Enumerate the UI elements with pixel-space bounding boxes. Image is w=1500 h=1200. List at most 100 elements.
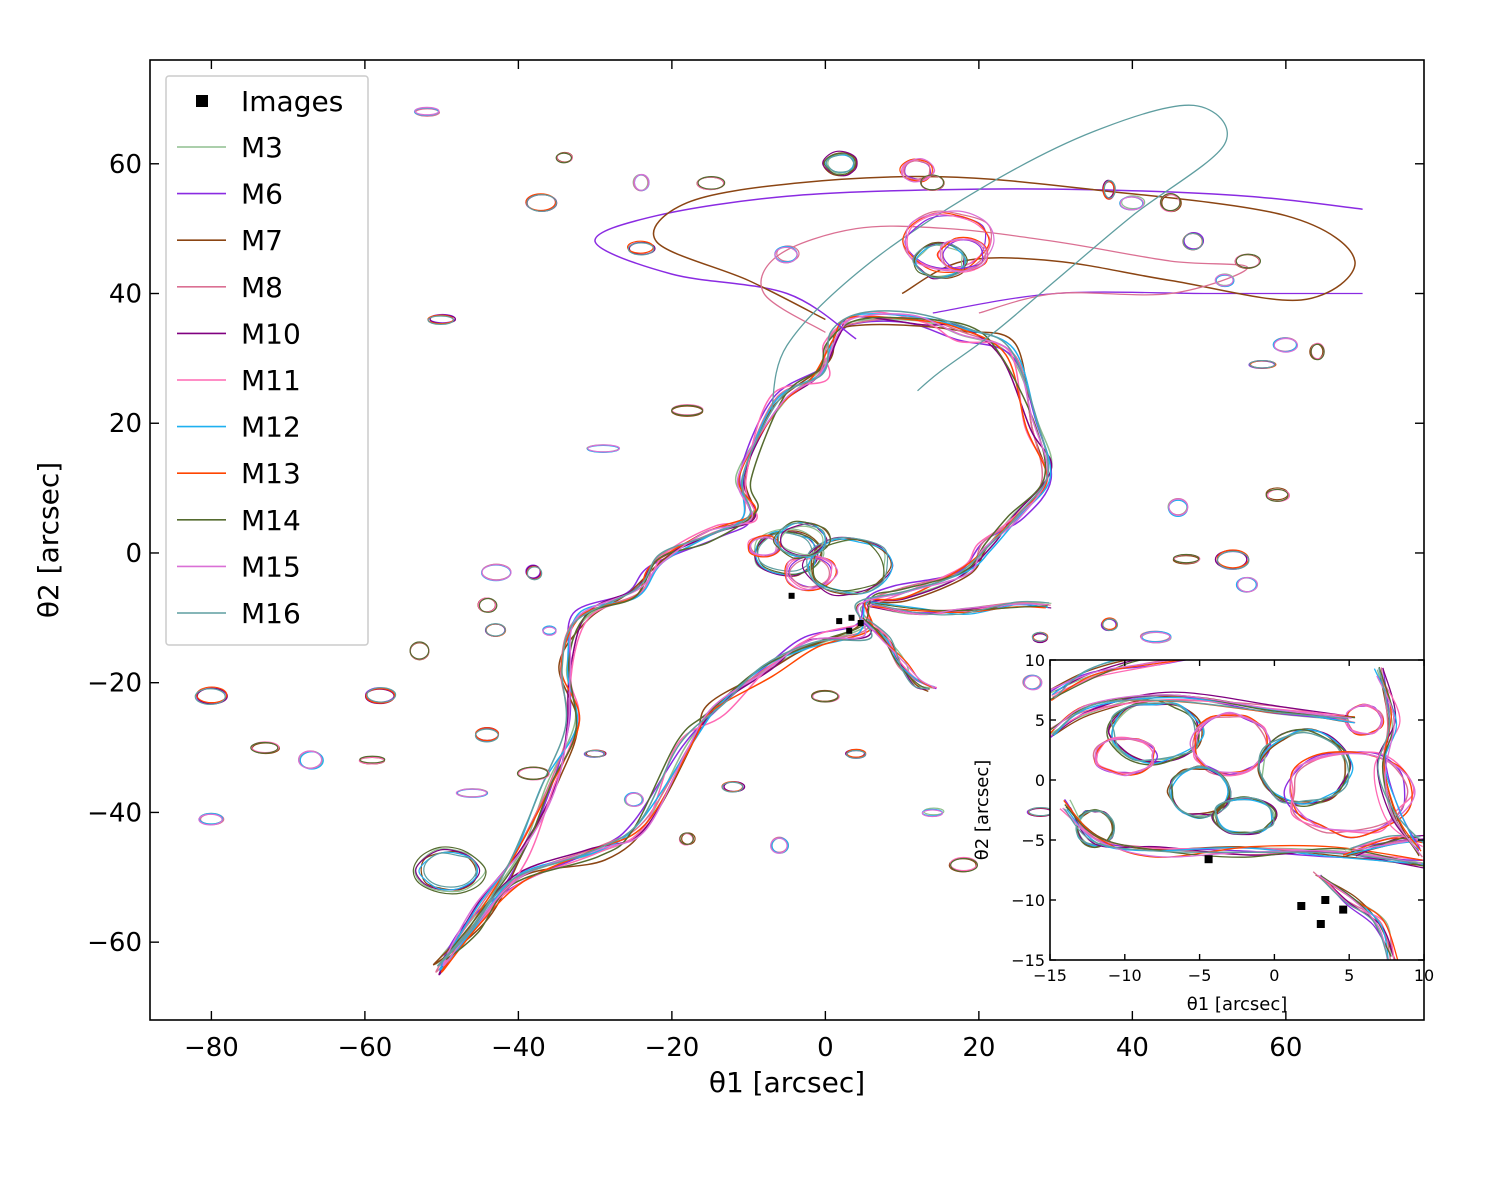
critical-curve-M14 [1160, 193, 1181, 212]
y-tick-label: −5 [1021, 831, 1045, 850]
legend-label-M14: M14 [241, 504, 301, 537]
critical-curve-M16 [866, 618, 929, 690]
critical-curve-M6 [942, 239, 984, 270]
critical-curve-M15 [297, 750, 323, 770]
critical-curve-M15 [198, 813, 223, 826]
critical-curve-M16 [1182, 232, 1204, 251]
critical-curve-M10 [415, 848, 481, 891]
image-point [788, 592, 795, 599]
critical-curve-M15 [1273, 337, 1299, 353]
inset-critical-curve-M13 [1050, 660, 1187, 702]
critical-curve-M13 [365, 688, 396, 704]
critical-curve-M15 [1023, 675, 1043, 691]
inset-critical-curve-M7 [1050, 660, 1131, 691]
y-tick-label: 20 [109, 409, 142, 439]
legend-label-M7: M7 [241, 224, 283, 257]
inset-critical-curve-M15 [1050, 660, 1176, 691]
critical-curve-M16 [584, 749, 606, 758]
inset-critical-curve-M16 [1350, 834, 1421, 850]
critical-curve-M3 [414, 848, 486, 893]
critical-curve-M16 [423, 852, 477, 888]
x-tick-label: −80 [184, 1033, 239, 1063]
critical-curve-M15 [1236, 576, 1258, 593]
critical-curve-M15 [1214, 273, 1234, 287]
critical-curve-M14 [1235, 253, 1262, 269]
critical-curve-M15 [455, 788, 488, 798]
critical-curve-M13 [899, 158, 934, 183]
critical-curve-M14 [679, 832, 694, 845]
inset-y-axis-title: θ2 [arcsec] [972, 760, 993, 861]
critical-curve-M8 [760, 225, 1249, 333]
critical-curve-M14 [920, 174, 945, 191]
critical-curve-M14 [823, 152, 856, 176]
critical-curve-M14 [442, 316, 1047, 961]
critical-curve-M14 [1265, 488, 1289, 502]
critical-curve-M16 [1031, 631, 1048, 642]
x-tick-label: −5 [1188, 966, 1212, 985]
inset-critical-curve-M15 [1189, 711, 1271, 774]
y-tick-label: 10 [1025, 651, 1045, 670]
legend-label-M8: M8 [241, 271, 283, 304]
critical-curve-M14 [874, 602, 1048, 612]
critical-curve-M15 [587, 444, 621, 453]
critical-curve-M13 [1102, 181, 1115, 200]
x-tick-label: 40 [1116, 1033, 1149, 1063]
image-point [836, 618, 843, 625]
critical-curve-M14 [412, 846, 487, 895]
inset-image-markers [1204, 855, 1348, 928]
critical-curve-M15 [900, 158, 935, 183]
inset-critical-curve-M16 [1321, 879, 1389, 960]
critical-curve-M12 [870, 601, 1049, 615]
critical-curve-M14 [516, 766, 549, 781]
critical-curve-M15 [625, 792, 644, 807]
image-point [857, 620, 864, 626]
inset-critical-curve-M11 [1050, 698, 1345, 738]
inset-critical-curve-M10 [1376, 667, 1420, 852]
x-tick-label: 0 [1269, 966, 1279, 985]
critical-curve-M10 [438, 315, 1053, 976]
critical-curve-M16 [777, 522, 827, 558]
y-tick-label: 0 [125, 539, 142, 569]
critical-curve-M16 [806, 536, 889, 595]
critical-curve-M16 [1102, 618, 1119, 632]
critical-curve-M16 [846, 749, 867, 759]
critical-curve-M15 [1119, 196, 1145, 211]
main-axis-ticks: −80 −60 −40 −20 0 20 40 60 −60 −40 −20 0 20 40 60 [87, 60, 1424, 1063]
inset-critical-curve-M15 [1376, 675, 1421, 856]
y-tick-label: −15 [1011, 951, 1045, 970]
critical-curve-M15 [873, 603, 1046, 616]
inset-critical-curve-M16 [1063, 808, 1418, 864]
critical-curve-M15 [939, 238, 988, 273]
x-tick-label: −15 [1033, 966, 1067, 985]
critical-curve-M13 [525, 193, 557, 212]
inset-critical-curve-M16 [1258, 731, 1350, 804]
critical-curve-M15 [1140, 631, 1172, 644]
inset-image-point [1204, 855, 1213, 864]
inset-critical-curve-M10 [1055, 660, 1138, 693]
x-tick-label: −40 [491, 1033, 546, 1063]
critical-curve-M15 [770, 837, 788, 854]
x-tick-label: −60 [337, 1033, 392, 1063]
x-axis-title: θ1 [arcsec] [709, 1066, 865, 1099]
legend-label-M16: M16 [241, 597, 301, 630]
x-tick-label: 0 [817, 1033, 834, 1063]
critical-curve-M15 [921, 809, 943, 818]
critical-curve-M15 [774, 246, 798, 264]
inset-critical-curve-M15 [1094, 738, 1155, 777]
legend-label-M15: M15 [241, 550, 301, 583]
inset-critical-curve-M16 [1110, 702, 1199, 762]
inset-critical-curve-M16 [1053, 660, 1124, 699]
legend-label-images: Images [241, 85, 343, 118]
inset-critical-curve-M14 [1212, 796, 1277, 834]
critical-curve-M16 [437, 310, 1050, 967]
y-tick-label: −40 [87, 798, 142, 828]
critical-curve-M15 [1168, 498, 1189, 516]
critical-curve-M7 [652, 175, 1356, 321]
y-tick-label: −10 [1011, 891, 1045, 910]
critical-curve-M16 [870, 600, 1050, 616]
inset-plot: −15 −10 −5 0 5 10 −15 −10 −5 0 5 10 θ1 [arcsec] θ2 … [972, 651, 1434, 1015]
critical-curve-M14 [862, 617, 930, 690]
inset-critical-curves [1050, 660, 1424, 960]
critical-curve-M15 [749, 537, 777, 556]
